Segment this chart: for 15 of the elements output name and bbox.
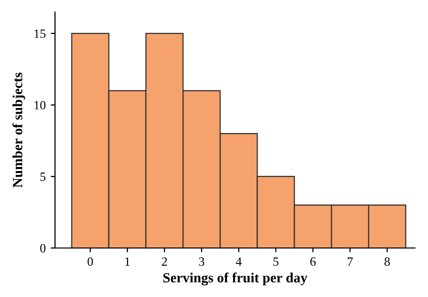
y-tick-label: 0 [40, 244, 46, 252]
x-tick-label: 1 [125, 257, 130, 266]
x-tick-label: 7 [348, 258, 353, 266]
y-tick-label: 10 [34, 100, 46, 110]
x-tick-label: 0 [88, 257, 93, 266]
x-tick-label: 8 [384, 257, 390, 266]
x-tick-label: 3 [199, 257, 204, 266]
x-tick-label: 5 [273, 258, 278, 266]
x-tick-label: 2 [162, 257, 167, 266]
x-axis-title: Servings of fruit per day [163, 272, 308, 286]
y-axis-title: Number of subjects [12, 72, 26, 188]
x-tick-label: 6 [310, 257, 316, 266]
x-tick-label: 4 [236, 257, 242, 266]
y-tick-label: 15 [34, 30, 46, 38]
y-tick-label: 5 [40, 172, 46, 181]
